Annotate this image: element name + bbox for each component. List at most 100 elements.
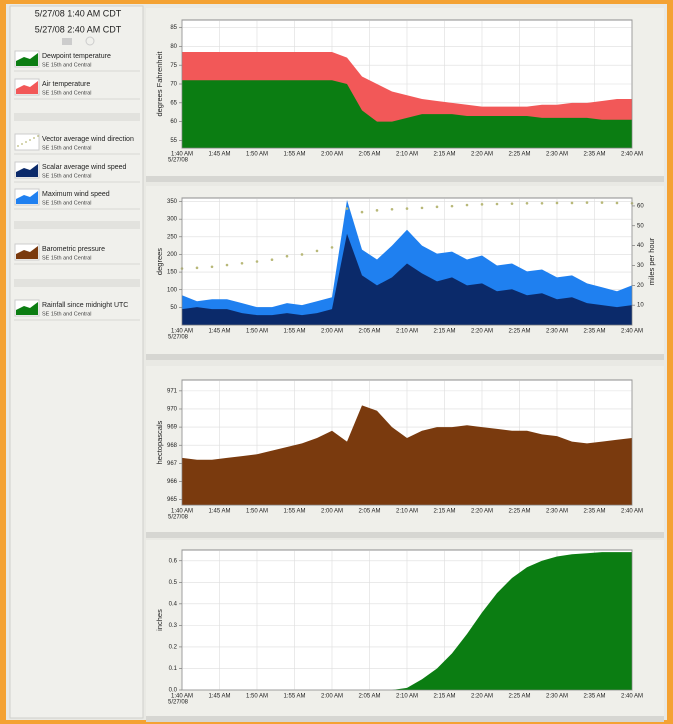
legend-name: Vector average wind direction bbox=[42, 136, 134, 143]
legend-location: SE 15th and Central bbox=[42, 62, 92, 68]
icon bbox=[62, 38, 72, 45]
dot bbox=[240, 261, 244, 265]
dot bbox=[405, 207, 409, 210]
x-date-label: 5/27/08 bbox=[168, 335, 189, 341]
x-tick-label: 1:45 AM bbox=[208, 329, 230, 335]
dot bbox=[465, 203, 469, 207]
y-tick-label: 969 bbox=[167, 425, 178, 431]
x-tick-label: 2:10 AM bbox=[396, 694, 418, 700]
dot bbox=[450, 204, 454, 208]
dot bbox=[555, 201, 559, 205]
x-tick-label: 1:50 AM bbox=[246, 329, 268, 335]
x-tick-label: 2:35 AM bbox=[583, 152, 605, 158]
x-date-label: 5/27/08 bbox=[168, 700, 189, 706]
legend-name: Maximum wind speed bbox=[42, 191, 110, 198]
area bbox=[182, 552, 632, 690]
plot-frame bbox=[181, 19, 633, 149]
dot bbox=[585, 201, 589, 204]
y2-tick-label: 60 bbox=[637, 204, 644, 210]
legend-location: SE 15th and Central bbox=[42, 200, 92, 206]
x-tick-label: 1:45 AM bbox=[208, 152, 230, 158]
icon bbox=[85, 36, 95, 46]
dot bbox=[420, 206, 424, 210]
x-tick-label: 2:10 AM bbox=[396, 152, 418, 158]
legend-name: Air temperature bbox=[42, 81, 90, 88]
y-tick-label: 970 bbox=[167, 407, 178, 413]
y2-tick-label: 40 bbox=[637, 243, 644, 249]
dot bbox=[495, 202, 499, 206]
legend-icon bbox=[21, 143, 23, 145]
y-tick-label: 55 bbox=[170, 138, 177, 144]
y-axis-label: degrees Fahrenheit bbox=[155, 51, 164, 117]
legend-icon bbox=[37, 135, 39, 137]
x-tick-label: 2:00 AM bbox=[321, 694, 343, 700]
legend-icon bbox=[33, 137, 35, 139]
dot bbox=[540, 201, 544, 205]
y2-tick-label: 50 bbox=[637, 223, 644, 229]
dot bbox=[525, 201, 529, 205]
dot bbox=[390, 207, 394, 211]
x-tick-label: 2:20 AM bbox=[471, 329, 493, 335]
dot bbox=[255, 260, 259, 263]
area bbox=[182, 80, 632, 148]
y-tick-label: 65 bbox=[170, 100, 177, 106]
x-tick-label: 2:35 AM bbox=[583, 329, 605, 335]
area bbox=[182, 405, 632, 505]
x-tick-label: 2:35 AM bbox=[583, 509, 605, 515]
separator bbox=[14, 113, 140, 121]
y-tick-label: 85 bbox=[170, 25, 177, 31]
x-tick-label: 1:40 AM bbox=[171, 694, 193, 700]
y2-tick-label: 30 bbox=[637, 263, 644, 269]
panel-divider bbox=[146, 354, 664, 360]
y-axis-label: degrees bbox=[155, 248, 164, 275]
y-tick-label: 0.3 bbox=[169, 623, 178, 629]
x-tick-label: 2:15 AM bbox=[433, 509, 455, 515]
legend-icon bbox=[16, 246, 38, 259]
x-tick-label: 2:35 AM bbox=[583, 694, 605, 700]
y-tick-label: 965 bbox=[167, 497, 178, 503]
x-tick-label: 2:20 AM bbox=[471, 509, 493, 515]
legend-icon bbox=[16, 302, 38, 315]
y-axis-label: hectopascals bbox=[155, 420, 164, 464]
y-tick-label: 300 bbox=[167, 217, 178, 223]
start-time: 5/27/08 1:40 AM CDT bbox=[35, 8, 122, 18]
y-axis-label: inches bbox=[155, 609, 164, 631]
x-tick-label: 2:15 AM bbox=[433, 329, 455, 335]
legend-location: SE 15th and Central bbox=[42, 145, 92, 151]
dot bbox=[600, 201, 604, 204]
x-tick-label: 2:15 AM bbox=[433, 152, 455, 158]
x-tick-label: 2:40 AM bbox=[621, 152, 643, 158]
x-date-label: 5/27/08 bbox=[168, 158, 189, 164]
x-tick-label: 2:25 AM bbox=[508, 152, 530, 158]
y-tick-label: 100 bbox=[167, 287, 178, 293]
x-tick-label: 2:15 AM bbox=[433, 694, 455, 700]
x-date-label: 5/27/08 bbox=[168, 515, 189, 521]
legend-name: Barometric pressure bbox=[42, 246, 105, 253]
y2-tick-label: 20 bbox=[637, 283, 644, 289]
y-tick-label: 60 bbox=[170, 119, 177, 125]
y-tick-label: 0.6 bbox=[169, 558, 178, 564]
y-tick-label: 200 bbox=[167, 252, 178, 258]
legend-location: SE 15th and Central bbox=[42, 255, 92, 261]
x-tick-label: 2:30 AM bbox=[546, 509, 568, 515]
plot-frame bbox=[181, 197, 633, 326]
x-tick-label: 2:20 AM bbox=[471, 152, 493, 158]
y-tick-label: 967 bbox=[167, 461, 178, 467]
x-tick-label: 2:25 AM bbox=[508, 694, 530, 700]
legend-icon bbox=[16, 53, 38, 66]
y-tick-label: 50 bbox=[170, 305, 177, 311]
x-tick-label: 1:55 AM bbox=[283, 509, 305, 515]
y-tick-label: 250 bbox=[167, 234, 178, 240]
dot bbox=[360, 210, 364, 214]
legend-icon bbox=[29, 139, 31, 141]
y-tick-label: 75 bbox=[170, 63, 177, 69]
y-tick-label: 0.1 bbox=[169, 666, 178, 672]
dot bbox=[570, 201, 574, 205]
legend-icon bbox=[16, 81, 38, 94]
legend-location: SE 15th and Central bbox=[42, 311, 92, 317]
dot bbox=[195, 266, 199, 270]
legend-name: Dewpoint temperature bbox=[42, 53, 111, 60]
x-tick-label: 2:10 AM bbox=[396, 329, 418, 335]
legend-location: SE 15th and Central bbox=[42, 90, 92, 96]
